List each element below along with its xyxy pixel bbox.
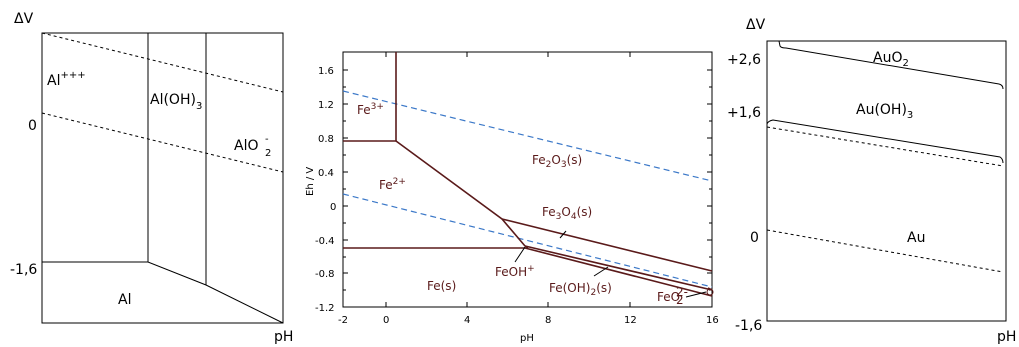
right-region-auoh3: Au(OH)3	[856, 102, 913, 121]
middle-y-tick-6: -0.4	[315, 236, 335, 247]
right-y-tick-2: +1,6	[727, 105, 761, 121]
right-y-tick-1: +2,6	[727, 52, 761, 68]
right-boundary-auo2	[778, 40, 1004, 90]
middle-region-fe3o4: Fe3O4(s)	[542, 205, 592, 222]
left-hydrogen-line	[41, 112, 284, 173]
middle-x-tick-3: 4	[464, 315, 470, 326]
right-hydrogen-line	[766, 229, 1004, 273]
middle-y-tick-2: 1.2	[318, 100, 334, 111]
left-region-alo2-sub: 2	[265, 148, 271, 159]
left-diagram: ΔV pH 0 -1,6 Al+++ Al(OH)3 AlO - 2 Al	[10, 11, 293, 345]
middle-y-axis-label: Eh / V	[305, 167, 316, 196]
middle-frame	[342, 51, 713, 308]
middle-oxygen-line	[342, 90, 713, 182]
middle-y-tick-5: 0	[330, 202, 336, 213]
left-region-al-metal: Al	[118, 292, 131, 308]
right-y-tick-3: 0	[750, 230, 759, 246]
middle-region-feo2-charge: 2-	[676, 285, 688, 299]
middle-x-tick-2: 0	[383, 315, 389, 326]
right-oxygen-line	[766, 126, 1004, 167]
middle-diagram: 1.6 1.2 0.8 0.4 0 -0.4 -0.8 -1.2 -2 0 4 …	[305, 51, 719, 344]
left-region-alo2: AlO	[234, 138, 259, 154]
middle-boundary-fe3o4-feoh2	[524, 245, 713, 291]
middle-region-feo2: FeO	[657, 290, 680, 304]
middle-feo2-leader	[685, 291, 707, 298]
middle-fe3o4-leader	[559, 230, 567, 239]
middle-x-tick-1: -2	[338, 315, 348, 326]
middle-boundary-fe-feoh2	[524, 247, 713, 297]
right-y-axis-label: ΔV	[746, 17, 766, 33]
left-region-aloh3: Al(OH)3	[150, 92, 202, 112]
right-boundary-auoh3	[766, 119, 1004, 164]
middle-y-tick-7: -0.8	[315, 269, 335, 280]
right-frame	[766, 40, 1007, 322]
middle-x-tick-5: 12	[624, 315, 637, 326]
left-x-axis-label: pH	[274, 329, 293, 345]
middle-region-feoh: FeOH+	[495, 264, 535, 279]
middle-y-tick-1: 1.6	[318, 66, 334, 77]
middle-region-fe3: Fe3+	[357, 102, 384, 117]
left-oxygen-line	[41, 32, 284, 93]
middle-region-fe-s: Fe(s)	[427, 279, 456, 293]
middle-y-tick-4: 0.4	[318, 168, 334, 179]
middle-boundary-fe2o3-fe3o4	[501, 218, 713, 272]
left-region-alo2-charge: -	[265, 134, 269, 145]
right-region-au: Au	[907, 230, 925, 246]
middle-x-axis-label: pH	[520, 333, 534, 344]
middle-y-tick-3: 0.8	[318, 134, 334, 145]
middle-x-ticks	[385, 52, 631, 307]
left-y-axis-label: ΔV	[14, 11, 34, 27]
middle-feoh2-leader	[593, 266, 609, 277]
middle-hydrogen-line	[342, 193, 713, 288]
middle-y-tick-8: -1.2	[315, 303, 335, 314]
middle-feo2-region-marker	[706, 288, 714, 296]
left-region-al-ion: Al+++	[47, 70, 86, 89]
middle-boundary-fe2-fe2o3	[395, 140, 526, 247]
middle-boundary-feoh-junction	[524, 245, 529, 249]
right-y-tick-4: -1,6	[735, 318, 762, 334]
right-region-auo2: AuO2	[873, 50, 909, 69]
middle-region-feoh2: Fe(OH)2(s)	[549, 281, 612, 298]
left-y-tick-minus16: -1,6	[10, 262, 37, 278]
middle-y-ticks	[343, 69, 712, 291]
middle-x-tick-4: 8	[545, 315, 551, 326]
middle-region-feo2-sub: 2	[676, 293, 684, 307]
right-diagram: ΔV pH +2,6 +1,6 0 -1,6 AuO2 Au(OH)3 Au	[727, 17, 1016, 345]
left-boundary-metal	[42, 261, 284, 324]
middle-x-tick-6: 16	[706, 315, 719, 326]
middle-region-fe2o3: Fe2O3(s)	[532, 153, 582, 170]
middle-region-fe2: Fe2+	[379, 177, 406, 192]
left-y-tick-0: 0	[28, 118, 37, 134]
left-frame	[41, 32, 284, 324]
middle-feoh-leader	[514, 246, 526, 263]
right-x-axis-label: pH	[997, 329, 1016, 345]
